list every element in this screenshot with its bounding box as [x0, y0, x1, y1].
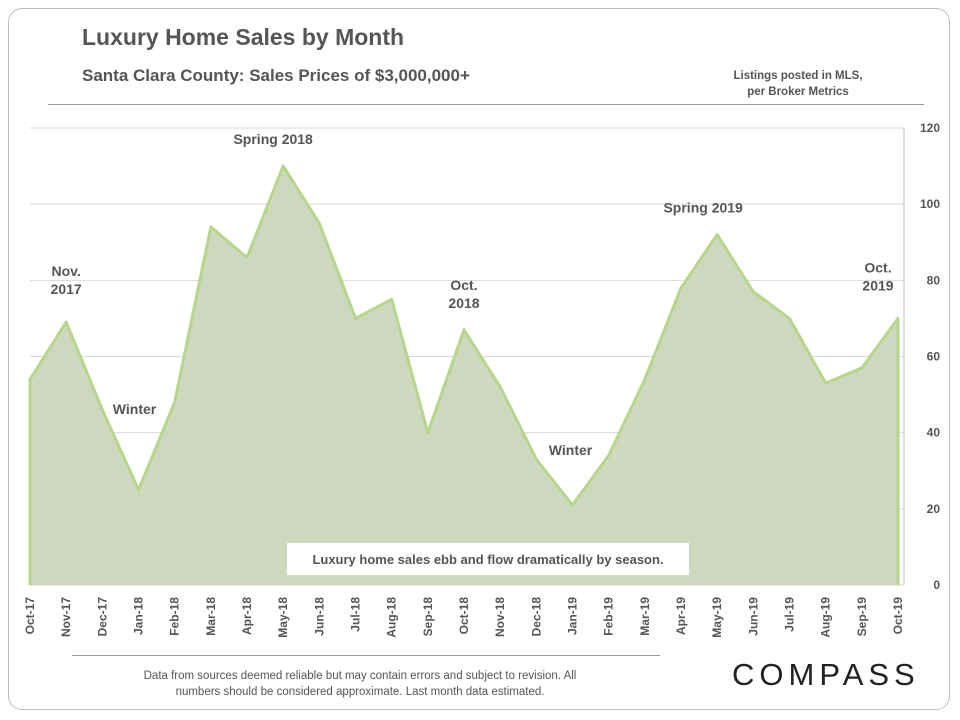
data-point [354, 316, 357, 320]
x-tick-label: Jun-19 [746, 597, 760, 636]
x-tick-label: Dec-17 [95, 597, 109, 637]
x-tick-label: Dec-18 [529, 597, 543, 637]
data-point [715, 233, 719, 237]
x-tick-label: May-19 [710, 597, 724, 638]
data-point [679, 286, 683, 290]
data-point [571, 503, 574, 507]
y-tick-label: 60 [927, 350, 941, 364]
annotation-label: Winter [113, 401, 157, 417]
x-tick-label: Nov-18 [493, 597, 507, 637]
x-tick-label: Mar-19 [638, 597, 652, 636]
y-tick-label: 80 [927, 273, 941, 287]
x-tick-label: Aug-18 [385, 597, 399, 638]
x-tick-label: Jul-18 [349, 597, 363, 632]
x-tick-label: Sep-18 [421, 597, 435, 637]
data-point [788, 316, 791, 320]
disclaimer-line-2: numbers should be considered approximate… [175, 686, 545, 698]
annotation-label: Oct. [864, 259, 891, 275]
x-axis: Oct-17 Nov-17 Dec-17 Jan-18 Feb-18 Mar-18 Apr-… [23, 597, 905, 638]
x-tick-label: Jul-19 [783, 597, 797, 632]
x-tick-label: Nov-17 [59, 597, 73, 637]
annotation-label: 2019 [862, 277, 893, 293]
data-point [824, 381, 828, 385]
data-point [896, 316, 900, 320]
data-point [209, 225, 213, 229]
data-point [751, 290, 755, 294]
footer-divider [72, 655, 660, 656]
x-tick-label: Feb-19 [602, 597, 616, 636]
data-point [317, 221, 321, 225]
y-tick-label: 100 [920, 197, 940, 211]
annotation-label: Winter [549, 442, 593, 458]
annotations: Nov. 2017 Winter Spring 2018 Oct. 2018 Winter S… [51, 131, 894, 458]
x-tick-label: Feb-18 [168, 597, 182, 636]
annotation-label: Spring 2019 [663, 200, 743, 216]
data-point [137, 488, 140, 492]
chart-subtitle: Santa Clara County: Sales Prices of $3,0… [82, 66, 470, 85]
data-point [426, 431, 430, 435]
data-point [860, 366, 864, 370]
y-tick-label: 40 [927, 426, 941, 440]
data-point [281, 164, 285, 168]
data-point [534, 457, 538, 461]
x-tick-label: Jan-18 [132, 597, 146, 635]
callout-text: Luxury home sales ebb and flow dramatica… [312, 552, 663, 567]
data-point [498, 385, 502, 389]
data-point [100, 408, 104, 412]
x-tick-label: Jan-19 [566, 597, 580, 635]
annotation-label: Oct. [450, 277, 477, 293]
area-series [28, 164, 900, 586]
x-tick-label: May-18 [276, 597, 290, 638]
data-point [607, 454, 611, 458]
x-tick-label: Apr-19 [674, 597, 688, 635]
source-note-line-2: per Broker Metrics [747, 86, 849, 98]
callout-box [287, 543, 689, 575]
x-tick-label: Apr-18 [240, 597, 254, 635]
y-tick-label: 20 [927, 502, 941, 516]
x-tick-label: Oct-19 [891, 597, 905, 635]
x-tick-label: Jun-18 [312, 597, 326, 636]
source-note: Listings posted in MLS, per Broker Metri… [718, 68, 878, 100]
area-fill [30, 166, 898, 586]
slide-frame [8, 8, 950, 710]
header-divider [48, 104, 924, 105]
x-tick-label: Oct-17 [23, 597, 37, 635]
data-point [245, 255, 249, 259]
disclaimer-line-1: Data from sources deemed reliable but ma… [143, 670, 577, 682]
data-point [64, 320, 68, 324]
y-tick-label: 120 [920, 121, 940, 135]
x-tick-label: Mar-18 [204, 597, 218, 636]
annotation-label: 2017 [51, 281, 82, 297]
source-note-line-1: Listings posted in MLS, [733, 70, 863, 82]
x-tick-label: Oct-18 [457, 597, 471, 635]
x-tick-label: Aug-19 [819, 597, 833, 638]
data-point [390, 297, 394, 301]
data-point [462, 328, 466, 332]
compass-logo: COMPASS [732, 657, 920, 692]
callout: Luxury home sales ebb and flow dramatica… [287, 543, 689, 575]
data-point [173, 400, 177, 404]
y-axis: 0 20 40 60 80 100 120 [903, 121, 941, 592]
chart-title: Luxury Home Sales by Month [82, 24, 405, 50]
annotation-label: Spring 2018 [233, 131, 313, 147]
data-point [28, 377, 32, 381]
annotation-label: 2018 [448, 295, 479, 311]
y-tick-label: 0 [933, 578, 940, 592]
footer-disclaimer: Data from sources deemed reliable but ma… [100, 668, 620, 700]
annotation-label: Nov. [52, 263, 81, 279]
x-tick-label: Sep-19 [855, 597, 869, 637]
data-point [643, 377, 647, 381]
